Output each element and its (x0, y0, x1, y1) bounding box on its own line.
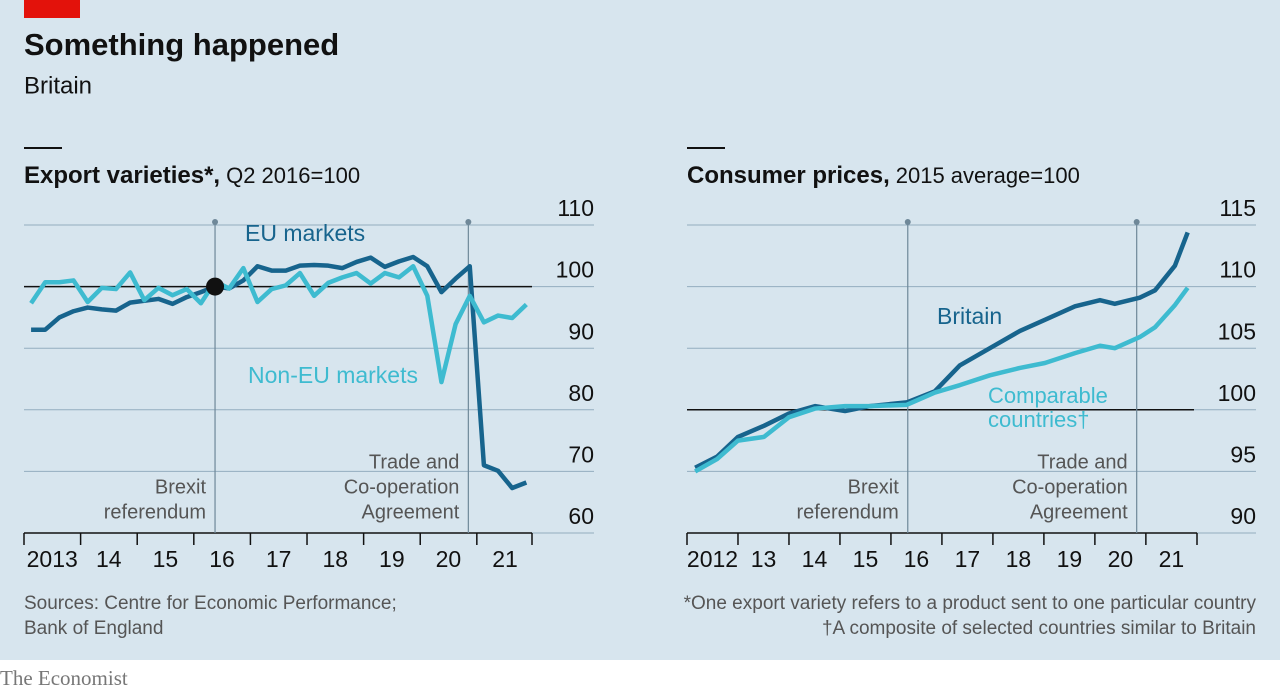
x-tick-label: 2013 (27, 546, 78, 572)
y-tick-label: 110 (557, 195, 594, 221)
x-tick-label: 2012 (687, 546, 738, 572)
x-tick-label: 14 (96, 546, 122, 572)
chart-title: Export varieties*, Q2 2016=100 (24, 162, 360, 189)
series-line (31, 254, 528, 491)
y-tick-label: 90 (1230, 503, 1256, 529)
event-label: Co-operation (344, 476, 460, 498)
event-label: Brexit (848, 476, 900, 498)
series-label: Britain (937, 303, 1002, 329)
x-tick-label: 16 (904, 546, 930, 572)
event-label: referendum (796, 501, 898, 523)
red-tag (24, 0, 80, 18)
event-dot (1133, 219, 1140, 225)
chart-title-main: Export varieties*, (24, 162, 220, 189)
x-tick-label: 18 (1006, 546, 1032, 572)
source: Bank of England (24, 618, 163, 639)
x-tick-label: 15 (153, 546, 179, 572)
chart-title-unit: Q2 2016=100 (226, 163, 360, 188)
subtitle: Britain (24, 72, 92, 99)
event-label: Trade and (1037, 451, 1127, 473)
event-label: Brexit (155, 476, 207, 498)
series-line (694, 286, 1190, 474)
x-tick-label: 16 (209, 546, 235, 572)
chart-title-main: Consumer prices, (687, 162, 890, 189)
x-tick-label: 21 (1159, 546, 1185, 572)
y-tick-label: 110 (1219, 257, 1256, 283)
x-tick-label: 18 (322, 546, 348, 572)
chart-title-unit: 2015 average=100 (896, 163, 1080, 188)
event-dot (465, 219, 472, 225)
chart-title: Consumer prices, 2015 average=100 (687, 162, 1080, 189)
footnote: *One export variety refers to a product … (684, 593, 1257, 614)
series-line (694, 231, 1190, 470)
series-label: Comparable countries† (988, 383, 1108, 432)
title: Something happened (24, 27, 339, 62)
series-line (29, 264, 528, 385)
x-tick-label: 19 (1057, 546, 1083, 572)
x-tick-label: 20 (1108, 546, 1134, 572)
y-tick-label: 105 (1218, 318, 1256, 344)
series-label: Non-EU markets (248, 362, 418, 388)
x-tick-label: 21 (492, 546, 518, 572)
brand: The Economist (0, 666, 128, 690)
x-tick-label: 19 (379, 546, 405, 572)
y-tick-label: 80 (568, 380, 594, 406)
event-dot (904, 219, 911, 225)
event-dot (212, 219, 219, 225)
x-tick-label: 20 (436, 546, 462, 572)
y-tick-label: 90 (568, 318, 594, 344)
x-tick-label: 17 (266, 546, 292, 572)
event-label: Agreement (361, 501, 459, 523)
x-tick-label: 17 (955, 546, 981, 572)
x-tick-label: 14 (802, 546, 828, 572)
series-label: EU markets (245, 220, 365, 246)
x-tick-label: 15 (853, 546, 879, 572)
y-tick-label: 100 (1218, 380, 1256, 406)
y-tick-label: 115 (1219, 195, 1256, 221)
x-tick-label: 13 (751, 546, 777, 572)
event-label: Trade and (369, 451, 459, 473)
source: Sources: Centre for Economic Performance… (24, 593, 397, 614)
y-tick-label: 100 (556, 257, 594, 283)
event-label: Agreement (1030, 501, 1128, 523)
event-label: Co-operation (1012, 476, 1128, 498)
event-label: referendum (104, 501, 206, 523)
highlight-point (206, 277, 225, 296)
y-tick-label: 60 (568, 503, 594, 529)
y-tick-label: 70 (568, 441, 594, 467)
y-tick-label: 95 (1230, 441, 1256, 467)
footer-band (0, 660, 1280, 695)
footnote: †A composite of selected countries simil… (822, 618, 1256, 639)
